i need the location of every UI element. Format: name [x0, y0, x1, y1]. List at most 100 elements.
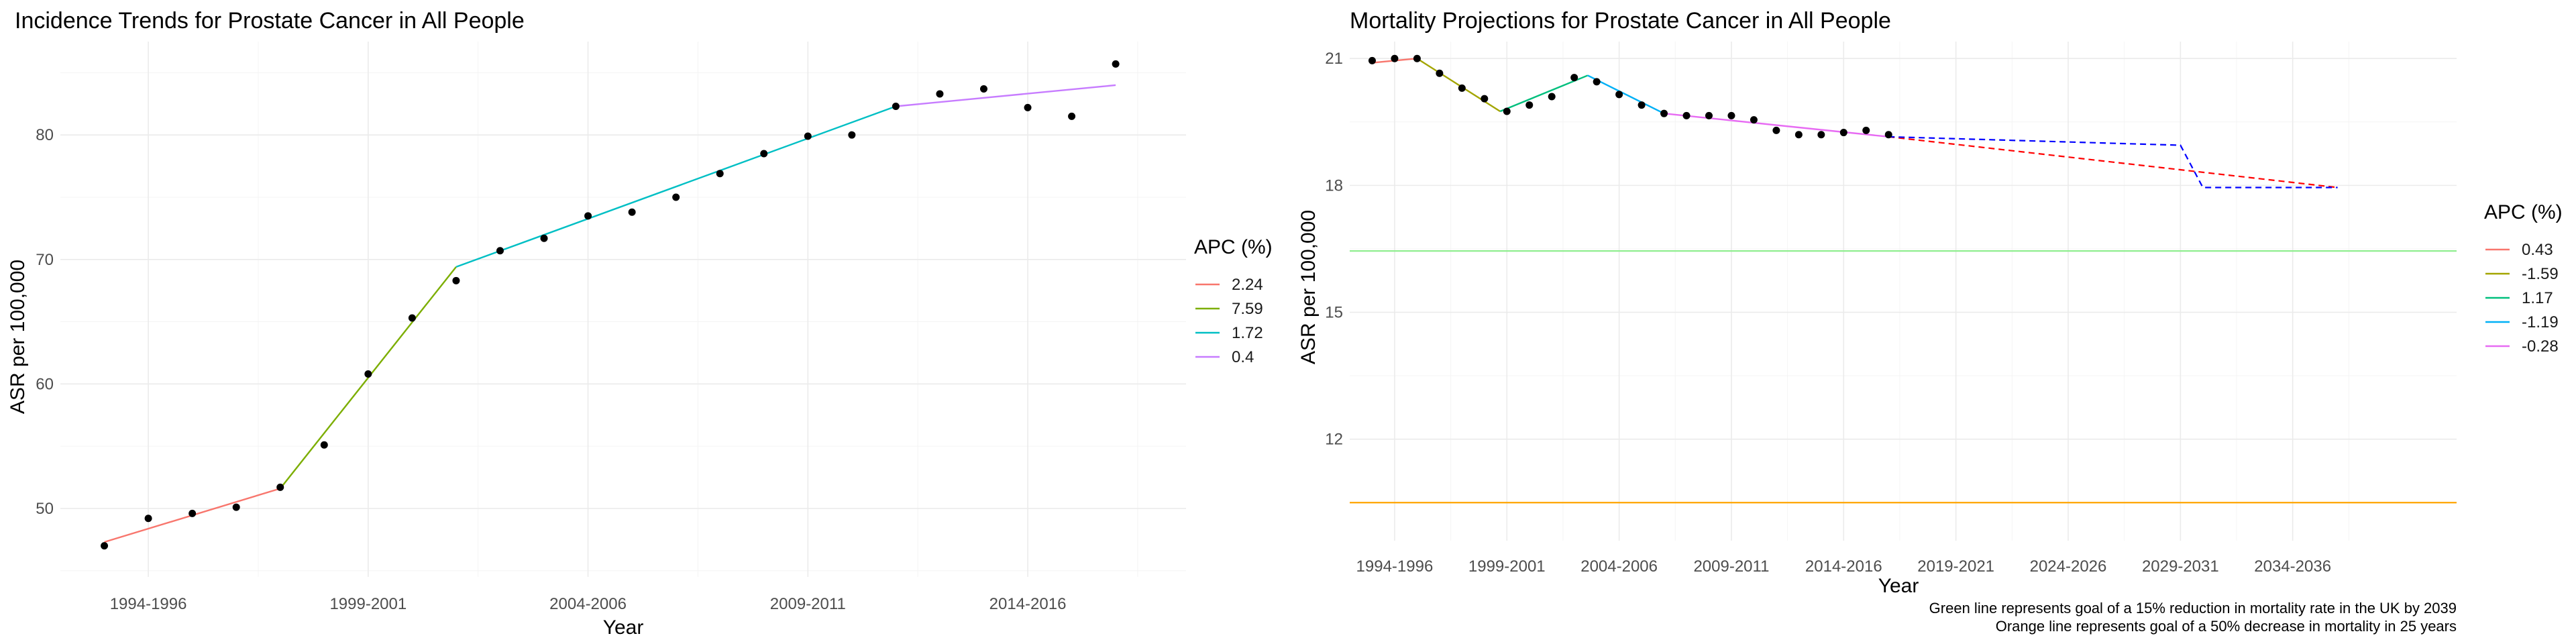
y-tick-label: 15 — [1325, 304, 1343, 322]
y-tick-label: 21 — [1325, 50, 1343, 68]
incidence-chart-title: Incidence Trends for Prostate Cancer in … — [15, 8, 525, 34]
data-point — [1593, 78, 1601, 86]
projection-line — [1888, 136, 2338, 189]
x-tick-label: 2004-2006 — [1580, 557, 1658, 576]
data-point — [848, 131, 856, 139]
legend-label: 2.24 — [1232, 276, 1263, 294]
legend-label: 0.43 — [2522, 241, 2553, 259]
data-point — [1727, 111, 1735, 119]
mortality-data-points — [1368, 54, 1892, 139]
data-point — [1817, 131, 1825, 139]
y-tick-label: 50 — [36, 500, 54, 518]
mortality-y-axis-title: ASR per 100,000 — [1297, 210, 1320, 364]
trend-segment — [896, 84, 1116, 107]
green-line-caption: Green line represents goal of a 15% redu… — [1929, 600, 2457, 616]
x-tick-label: 2014-2016 — [1805, 557, 1882, 576]
mortality-grid — [1350, 42, 2457, 541]
data-point — [1705, 111, 1713, 119]
trend-segment — [279, 266, 457, 489]
data-point — [1750, 116, 1758, 124]
data-point — [320, 441, 328, 449]
legend-label: -1.59 — [2522, 265, 2559, 283]
x-tick-label: 1994-1996 — [110, 595, 187, 613]
trend-segment — [1499, 74, 1589, 113]
incidence-legend: 2.24 7.59 1.72 0.4 — [1195, 276, 1263, 366]
data-point — [1862, 126, 1870, 134]
incidence-y-axis-title: ASR per 100,000 — [7, 260, 29, 414]
mortality-projection-lines — [1888, 136, 2338, 189]
data-point — [1839, 129, 1847, 137]
data-point — [101, 542, 109, 550]
trend-segment — [1416, 58, 1501, 113]
mortality-chart-title: Mortality Projections for Prostate Cance… — [1350, 8, 1891, 34]
y-tick-label: 12 — [1325, 431, 1343, 449]
data-point — [364, 370, 372, 378]
data-point — [1682, 111, 1690, 119]
data-point — [1525, 101, 1534, 109]
incidence-x-axis-title: Year — [603, 616, 644, 639]
mortality-x-axis-title: Year — [1878, 575, 1919, 597]
incidence-chart: Incidence Trends for Prostate Cancer in … — [7, 8, 1273, 639]
data-point — [1068, 112, 1076, 120]
x-tick-label: 2034-2036 — [2254, 557, 2331, 576]
data-point — [232, 503, 240, 511]
incidence-grid — [60, 42, 1186, 577]
data-point — [1794, 131, 1803, 139]
x-tick-label: 1999-2001 — [329, 595, 407, 613]
legend-label: 1.72 — [1232, 324, 1263, 342]
data-point — [1436, 69, 1444, 77]
legend-label: 0.4 — [1232, 348, 1254, 366]
data-point — [1638, 101, 1646, 109]
incidence-data-points — [101, 60, 1120, 550]
y-tick-label: 70 — [36, 251, 54, 269]
data-point — [1413, 54, 1421, 62]
trend-segment — [455, 105, 896, 268]
data-point — [1615, 91, 1623, 99]
x-tick-label: 1999-2001 — [1468, 557, 1546, 576]
incidence-legend-title: APC (%) — [1194, 236, 1273, 258]
incidence-y-ticks: 50 60 70 80 — [36, 126, 54, 518]
projection-line — [1888, 136, 2338, 189]
data-point — [936, 90, 944, 98]
data-point — [672, 193, 680, 201]
data-point — [1481, 95, 1489, 103]
x-tick-label: 2004-2006 — [549, 595, 627, 613]
x-tick-label: 2029-2031 — [2142, 557, 2219, 576]
data-point — [1368, 56, 1376, 64]
mortality-legend-title: APC (%) — [2484, 201, 2563, 223]
legend-label: 1.17 — [2522, 289, 2553, 307]
trend-segment — [1664, 112, 1889, 138]
data-point — [628, 208, 636, 216]
orange-line-caption: Orange line represents goal of a 50% dec… — [1996, 618, 2457, 635]
x-tick-label: 2014-2016 — [989, 595, 1067, 613]
data-point — [979, 85, 987, 93]
data-point — [584, 212, 592, 220]
y-tick-label: 60 — [36, 375, 54, 393]
data-point — [276, 483, 284, 491]
data-point — [1458, 84, 1466, 92]
mortality-legend: 0.43 -1.59 1.17 -1.19 -0.28 — [2485, 241, 2559, 356]
incidence-trend-segments — [104, 84, 1116, 543]
x-tick-label: 2009-2011 — [770, 595, 846, 613]
data-point — [1884, 131, 1892, 139]
data-point — [408, 314, 416, 322]
x-tick-label: 2024-2026 — [2030, 557, 2107, 576]
data-point — [1112, 60, 1120, 68]
x-tick-label: 2009-2011 — [1693, 557, 1769, 576]
data-point — [1772, 126, 1780, 134]
mortality-chart: Mortality Projections for Prostate Cance… — [1297, 8, 2563, 635]
legend-label: 7.59 — [1232, 300, 1263, 318]
data-point — [760, 150, 768, 158]
data-point — [1660, 109, 1668, 117]
data-point — [804, 132, 812, 140]
x-tick-label: 1994-1996 — [1356, 557, 1434, 576]
incidence-x-ticks: 1994-1996 1999-2001 2004-2006 2009-2011 2014… — [110, 595, 1067, 613]
data-point — [189, 509, 197, 517]
data-point — [496, 247, 504, 255]
data-point — [1503, 107, 1511, 115]
data-point — [540, 234, 548, 242]
x-tick-label: 2019-2021 — [1917, 557, 1994, 576]
data-point — [144, 515, 152, 523]
mortality-x-ticks: 1994-1996 1999-2001 2004-2006 2009-2011 2014… — [1356, 557, 2332, 576]
